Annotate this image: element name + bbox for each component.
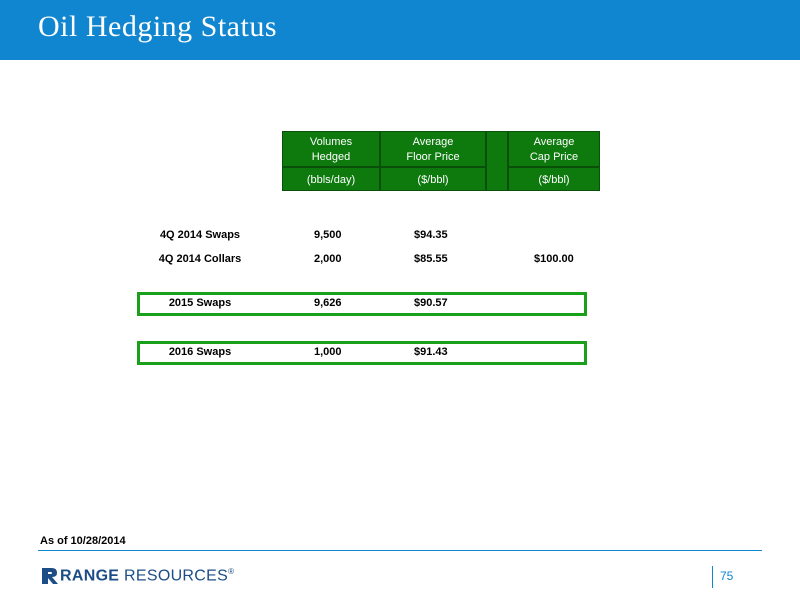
row-floor: $90.57: [414, 297, 448, 309]
row-label: 4Q 2014 Swaps: [159, 229, 241, 241]
row-volume: 9,626: [314, 297, 342, 309]
logo-registered: ®: [228, 566, 235, 576]
cap-header-line1: Average: [533, 136, 575, 148]
row-label: 2015 Swaps: [168, 297, 232, 309]
logo-rest: RESOURCES: [119, 567, 229, 585]
company-logo: RANGE RESOURCES®: [40, 565, 234, 587]
cap-header-line2: Cap Price: [529, 151, 579, 163]
range-logo-icon: [42, 568, 58, 584]
cap-header: Average Cap Price: [508, 131, 600, 167]
volumes-header-line2: Hedged: [311, 151, 351, 163]
row-label: 4Q 2014 Collars: [158, 253, 242, 265]
as-of-date: As of 10/28/2014: [40, 535, 126, 547]
row-volume: 9,500: [314, 229, 342, 241]
floor-header-line1: Average: [412, 136, 454, 148]
row-floor: $94.35: [414, 229, 448, 241]
page-number-divider: [712, 566, 713, 588]
floor-header: Average Floor Price: [380, 131, 486, 167]
highlight-box: [137, 341, 587, 365]
highlight-box: [137, 292, 587, 316]
row-volume: 2,000: [314, 253, 342, 265]
page-title: Oil Hedging Status: [38, 10, 277, 43]
footer-divider: [38, 550, 762, 551]
floor-unit: ($/bbl): [380, 167, 486, 191]
floor-header-line2: Floor Price: [406, 151, 460, 163]
row-floor: $85.55: [414, 253, 448, 265]
logo-bold: RANGE: [60, 567, 120, 585]
cap-unit: ($/bbl): [508, 167, 600, 191]
title-bar: Oil Hedging Status: [0, 0, 800, 60]
logo-wordmark: RANGE RESOURCES®: [60, 567, 234, 585]
header-spacer: [486, 131, 508, 191]
volumes-header-line1: Volumes: [309, 136, 353, 148]
page-number: 75: [720, 569, 734, 583]
volumes-unit: (bbls/day): [282, 167, 380, 191]
volumes-header: Volumes Hedged: [282, 131, 380, 167]
row-volume: 1,000: [314, 346, 342, 358]
row-floor: $91.43: [414, 346, 448, 358]
row-cap: $100.00: [534, 253, 574, 265]
row-label: 2016 Swaps: [168, 346, 232, 358]
